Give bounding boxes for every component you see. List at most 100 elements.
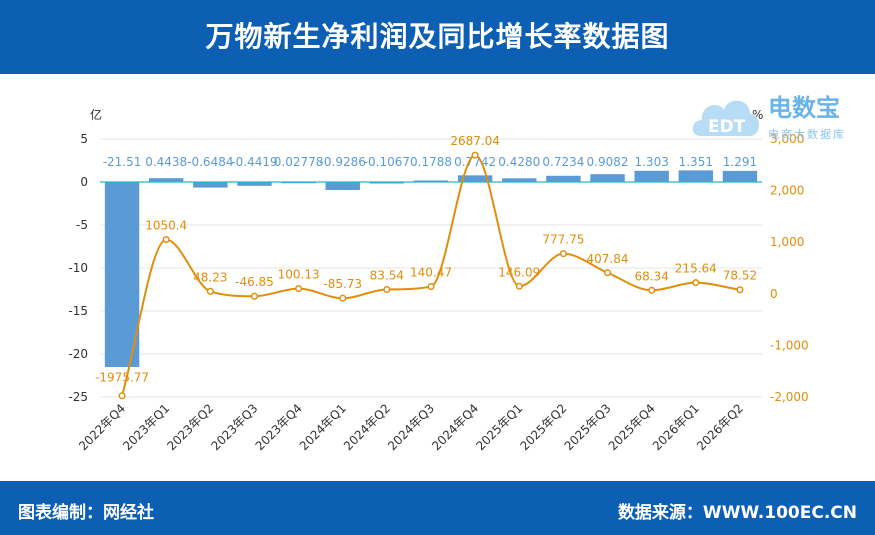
- line-point: [427, 283, 435, 291]
- line-value-label: 146.09: [498, 265, 540, 279]
- y2-tick-label: 2,000: [770, 184, 804, 198]
- bar: [325, 182, 360, 190]
- y-tick-label: 5: [80, 132, 88, 146]
- x-tick-label: 2023年Q4: [253, 401, 305, 453]
- x-tick-label: 2026年Q1: [650, 401, 702, 453]
- line-point: [603, 269, 612, 277]
- x-tick-label: 2024年Q2: [341, 401, 393, 453]
- y2-tick-label: -1,000: [770, 338, 809, 352]
- y2-axis-label: %: [752, 108, 763, 122]
- x-tick-label: 2025年Q1: [473, 401, 525, 453]
- bar: [678, 170, 714, 182]
- y2-tick-label: 3,000: [770, 132, 804, 146]
- bar-value-label: 0.4280: [498, 155, 540, 169]
- line-point: [515, 282, 523, 290]
- chart-canvas: 5 0 -5 -10 -15 -20 -25 3,000 2,000 1,000 0 -1,000 -2…: [68, 107, 809, 453]
- bar-value-label: 0.9082: [587, 155, 629, 169]
- line-value-label: 777.75: [542, 233, 584, 247]
- chart-footer: 图表编制：网经社 数据来源：WWW.100EC.CN: [0, 481, 875, 535]
- bar-value-label: 0.4438: [145, 155, 187, 169]
- line-point: [295, 285, 303, 293]
- x-tick-label: 2025年Q2: [517, 401, 569, 453]
- logo-tagline: 电商大数据库: [768, 127, 846, 141]
- line-value-label: 83.54: [370, 268, 404, 282]
- bar-value-label: -0.6484: [187, 155, 233, 169]
- line-point: [559, 250, 567, 258]
- line-value-label: 48.23: [193, 270, 227, 284]
- bar-value-label: 1.351: [679, 155, 713, 169]
- chart-header: 万物新生净利润及同比增长率数据图: [0, 0, 875, 74]
- line-value-label: 100.13: [278, 268, 320, 282]
- bar: [546, 175, 581, 182]
- line-point: [250, 292, 259, 300]
- x-tick-label: 2025年Q3: [562, 401, 614, 453]
- bar-value-label: 0.7234: [542, 155, 584, 169]
- y-axis-label: 亿: [90, 107, 102, 122]
- y2-tick-label: 0: [770, 287, 778, 301]
- line-value-label: 68.34: [634, 269, 668, 283]
- bar: [413, 180, 449, 182]
- line-value-label: 2687.04: [450, 134, 500, 148]
- y-tick-label: 0: [80, 175, 88, 189]
- cloud-icon: [692, 100, 759, 136]
- bar: [502, 178, 537, 182]
- line-point: [648, 286, 656, 294]
- x-tick-label: 2026年Q2: [694, 401, 746, 453]
- y-tick-label: -25: [68, 390, 88, 404]
- line-value-label: -85.73: [323, 277, 362, 291]
- bar-value-label: -0.9286: [320, 155, 366, 169]
- x-tick-label: 2023年Q3: [209, 401, 261, 453]
- y2-tick-label: 1,000: [770, 235, 804, 249]
- line-point: [118, 392, 126, 400]
- line-value-label: -46.85: [235, 275, 274, 289]
- x-tick-label: 2023年Q1: [120, 401, 172, 453]
- bar-value-label: -0.4419: [231, 155, 277, 169]
- bar: [104, 182, 140, 367]
- x-tick-label: 2024年Q3: [385, 401, 437, 453]
- y2-tick-label: -2,000: [770, 390, 809, 404]
- bar-value-label: 0.1788: [410, 155, 452, 169]
- line-point: [206, 287, 214, 295]
- line-value-label: 407.84: [587, 252, 629, 266]
- credit-text: 图表编制：网经社: [18, 503, 154, 523]
- bar-value-label: 0.7742: [454, 155, 496, 169]
- page-title: 万物新生净利润及同比增长率数据图: [205, 20, 670, 53]
- source-text: 数据来源：WWW.100EC.CN: [617, 503, 857, 523]
- x-tick-label: 2022年Q4: [76, 401, 128, 453]
- line-point: [736, 286, 744, 294]
- x-tick-label: 2024年Q4: [429, 401, 481, 453]
- y-tick-label: -20: [68, 347, 88, 361]
- line-point: [692, 279, 700, 287]
- line-value-label: 215.64: [675, 262, 717, 276]
- bar: [237, 182, 272, 186]
- y-tick-label: -5: [76, 218, 88, 232]
- y-tick-label: -10: [68, 261, 88, 275]
- logo: EDT 电数宝 电商大数据库: [692, 94, 846, 141]
- line-value-label: 140.47: [410, 266, 452, 280]
- logo-mark: EDT: [708, 117, 746, 137]
- bar: [722, 170, 758, 182]
- bar: [148, 178, 184, 182]
- bar: [590, 174, 625, 182]
- bar: [193, 182, 228, 188]
- line-point: [339, 294, 347, 302]
- bar: [634, 170, 669, 182]
- bar: [457, 175, 493, 182]
- x-tick-label: 2025年Q4: [606, 401, 658, 453]
- line-value-label: 78.52: [723, 269, 757, 283]
- bar-value-label: 0.02778: [274, 155, 324, 169]
- line-point: [162, 236, 170, 244]
- line-value-label: 1050.4: [145, 219, 187, 233]
- bar-value-label: 1.291: [723, 155, 757, 169]
- line-value-label: -1975.77: [95, 371, 149, 385]
- bar-value-label: -21.51: [103, 155, 142, 169]
- x-tick-label: 2024年Q1: [297, 401, 349, 453]
- line-point: [383, 285, 391, 294]
- line-point: [471, 151, 479, 159]
- logo-brand: 电数宝: [768, 94, 840, 122]
- bar-value-label: -0.1067: [364, 155, 410, 169]
- bar-value-label: 1.303: [634, 155, 668, 169]
- bar: [369, 182, 405, 184]
- y-tick-label: -15: [68, 304, 88, 318]
- x-tick-label: 2023年Q2: [164, 401, 216, 453]
